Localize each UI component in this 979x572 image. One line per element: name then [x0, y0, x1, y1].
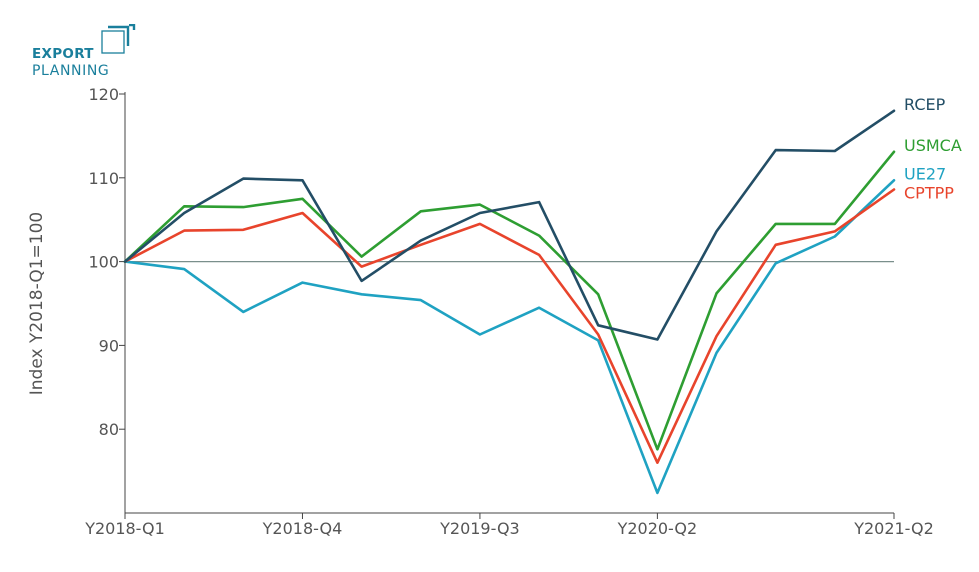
- x-tick-label: Y2020-Q2: [617, 519, 698, 538]
- y-tick-label: 120: [88, 85, 119, 104]
- y-axis-title: Index Y2018-Q1=100: [27, 212, 47, 396]
- series-line-usmca: [123, 150, 896, 451]
- x-tick-label: Y2021-Q2: [853, 519, 934, 538]
- export-planning-logo: EXPORT PLANNING: [30, 24, 140, 84]
- x-tick-label: Y2019-Q3: [439, 519, 520, 538]
- logo-square-icon: [101, 24, 136, 54]
- series-label-rcep: RCEP: [904, 95, 946, 114]
- y-tick-label: 90: [99, 336, 119, 355]
- series-label-ue27: UE27: [904, 164, 946, 183]
- y-tick-label: 110: [88, 169, 119, 188]
- logo-text-planning: PLANNING: [32, 63, 110, 79]
- series-label-cptpp: CPTPP: [904, 184, 954, 203]
- y-tick-label: 80: [99, 420, 119, 439]
- logo-text-export: EXPORT: [32, 46, 94, 62]
- x-tick-label: Y2018-Q4: [262, 519, 343, 538]
- y-tick-label: 100: [88, 253, 119, 272]
- series-line-cptpp: [123, 188, 896, 465]
- x-tick-label: Y2018-Q1: [84, 519, 165, 538]
- series-label-usmca: USMCA: [904, 136, 962, 155]
- series-line-ue27: [123, 179, 896, 495]
- series-line-rcep: [123, 109, 896, 341]
